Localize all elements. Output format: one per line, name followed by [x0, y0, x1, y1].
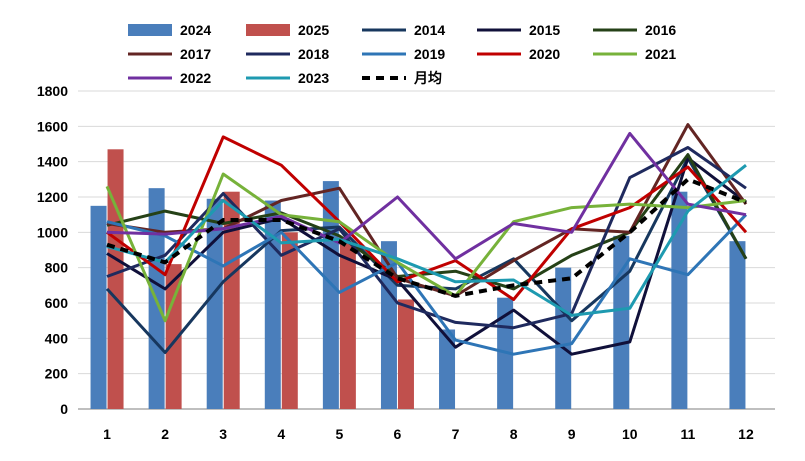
- bar-2024-3: [206, 198, 223, 409]
- x-tick-label: 2: [161, 426, 169, 442]
- bar-2024-11: [671, 191, 688, 409]
- legend: 2024 2025 2014 2015 2016 2017 2018 2019 2020 2021…: [128, 22, 676, 86]
- legend-label-2022: 2022: [180, 70, 211, 86]
- y-tick-label: 1800: [37, 83, 68, 99]
- x-tick-label: 4: [277, 426, 285, 442]
- series-line-月均: [106, 177, 747, 298]
- legend-swatch-2024: [128, 24, 172, 36]
- bar-2025-3: [223, 191, 240, 409]
- legend-label-2024: 2024: [180, 22, 211, 38]
- series-line-2019: [106, 213, 748, 356]
- y-tick-label: 400: [45, 330, 69, 346]
- bar-series-group: [90, 149, 746, 410]
- bar-2025-2: [165, 264, 182, 409]
- bar-2024-12: [729, 241, 746, 409]
- x-tick-label: 5: [335, 426, 343, 442]
- series-line-2022: [106, 131, 747, 261]
- y-tick-label: 800: [45, 260, 69, 276]
- y-tick-label: 1000: [37, 224, 68, 240]
- x-tick-label: 8: [510, 426, 518, 442]
- legend-label-2014: 2014: [414, 22, 445, 38]
- bar-2024-6: [380, 241, 397, 409]
- y-tick-label: 1200: [37, 189, 68, 205]
- x-tick-label: 6: [394, 426, 402, 442]
- x-tick-label: 12: [738, 426, 754, 442]
- legend-label-2016: 2016: [645, 22, 676, 38]
- bar-2025-6: [397, 299, 414, 409]
- legend-label-2017: 2017: [180, 46, 211, 62]
- line-series-group: [105, 123, 748, 356]
- y-tick-label: 200: [45, 366, 69, 382]
- gridlines: [78, 90, 775, 410]
- legend-swatch-2025: [246, 24, 290, 36]
- y-tick-label: 1600: [37, 118, 68, 134]
- series-line-2018: [106, 146, 747, 330]
- y-tick-label: 600: [45, 295, 69, 311]
- series-line-2016: [106, 153, 748, 291]
- x-tick-label: 3: [219, 426, 227, 442]
- x-tick-label: 7: [452, 426, 460, 442]
- legend-label-2023: 2023: [298, 70, 329, 86]
- series-line-2021: [105, 172, 747, 323]
- legend-label-2020: 2020: [529, 46, 560, 62]
- legend-label-2019: 2019: [414, 46, 445, 62]
- bar-2024-1: [90, 205, 107, 409]
- y-tick-label: 1400: [37, 154, 68, 170]
- legend-label-月均: 月均: [413, 70, 442, 86]
- bar-2024-9: [555, 267, 572, 409]
- legend-label-2021: 2021: [645, 46, 676, 62]
- bar-2025-5: [339, 241, 356, 409]
- series-line-2023: [106, 164, 747, 317]
- bar-2025-4: [281, 232, 298, 409]
- x-tick-label: 11: [680, 426, 695, 442]
- x-tick-label: 9: [568, 426, 576, 442]
- bar-2025-1: [107, 149, 124, 410]
- x-tick-label: 10: [622, 426, 638, 442]
- legend-label-2015: 2015: [529, 22, 560, 38]
- x-tick-label: 1: [103, 426, 111, 442]
- y-tick-label: 0: [60, 401, 68, 417]
- legend-label-2018: 2018: [298, 46, 329, 62]
- legend-label-2025: 2025: [298, 22, 329, 38]
- bar-2024-7: [439, 329, 456, 409]
